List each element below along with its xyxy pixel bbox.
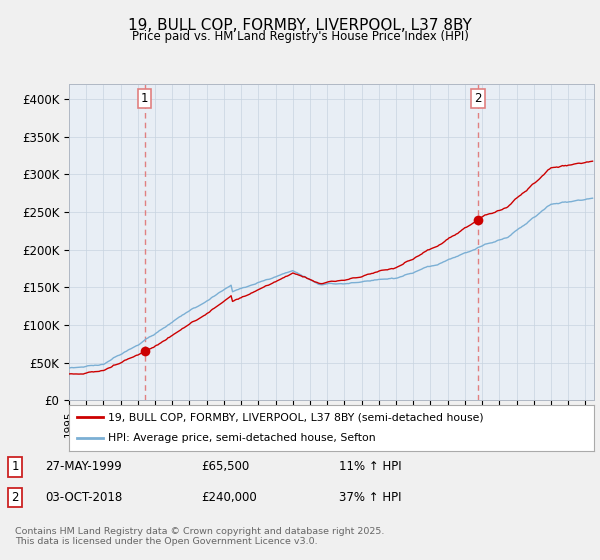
Text: 1: 1	[11, 460, 19, 473]
Text: 37% ↑ HPI: 37% ↑ HPI	[339, 491, 401, 504]
Text: Price paid vs. HM Land Registry's House Price Index (HPI): Price paid vs. HM Land Registry's House …	[131, 30, 469, 43]
Text: 19, BULL COP, FORMBY, LIVERPOOL, L37 8BY (semi-detached house): 19, BULL COP, FORMBY, LIVERPOOL, L37 8BY…	[109, 412, 484, 422]
Text: HPI: Average price, semi-detached house, Sefton: HPI: Average price, semi-detached house,…	[109, 433, 376, 444]
Text: 19, BULL COP, FORMBY, LIVERPOOL, L37 8BY: 19, BULL COP, FORMBY, LIVERPOOL, L37 8BY	[128, 18, 472, 33]
Text: 1: 1	[141, 92, 148, 105]
Text: £240,000: £240,000	[201, 491, 257, 504]
Text: £65,500: £65,500	[201, 460, 249, 473]
Text: 03-OCT-2018: 03-OCT-2018	[45, 491, 122, 504]
Text: 2: 2	[11, 491, 19, 504]
Text: 11% ↑ HPI: 11% ↑ HPI	[339, 460, 401, 473]
Text: 27-MAY-1999: 27-MAY-1999	[45, 460, 122, 473]
Text: Contains HM Land Registry data © Crown copyright and database right 2025.
This d: Contains HM Land Registry data © Crown c…	[15, 526, 385, 546]
Text: 2: 2	[474, 92, 482, 105]
